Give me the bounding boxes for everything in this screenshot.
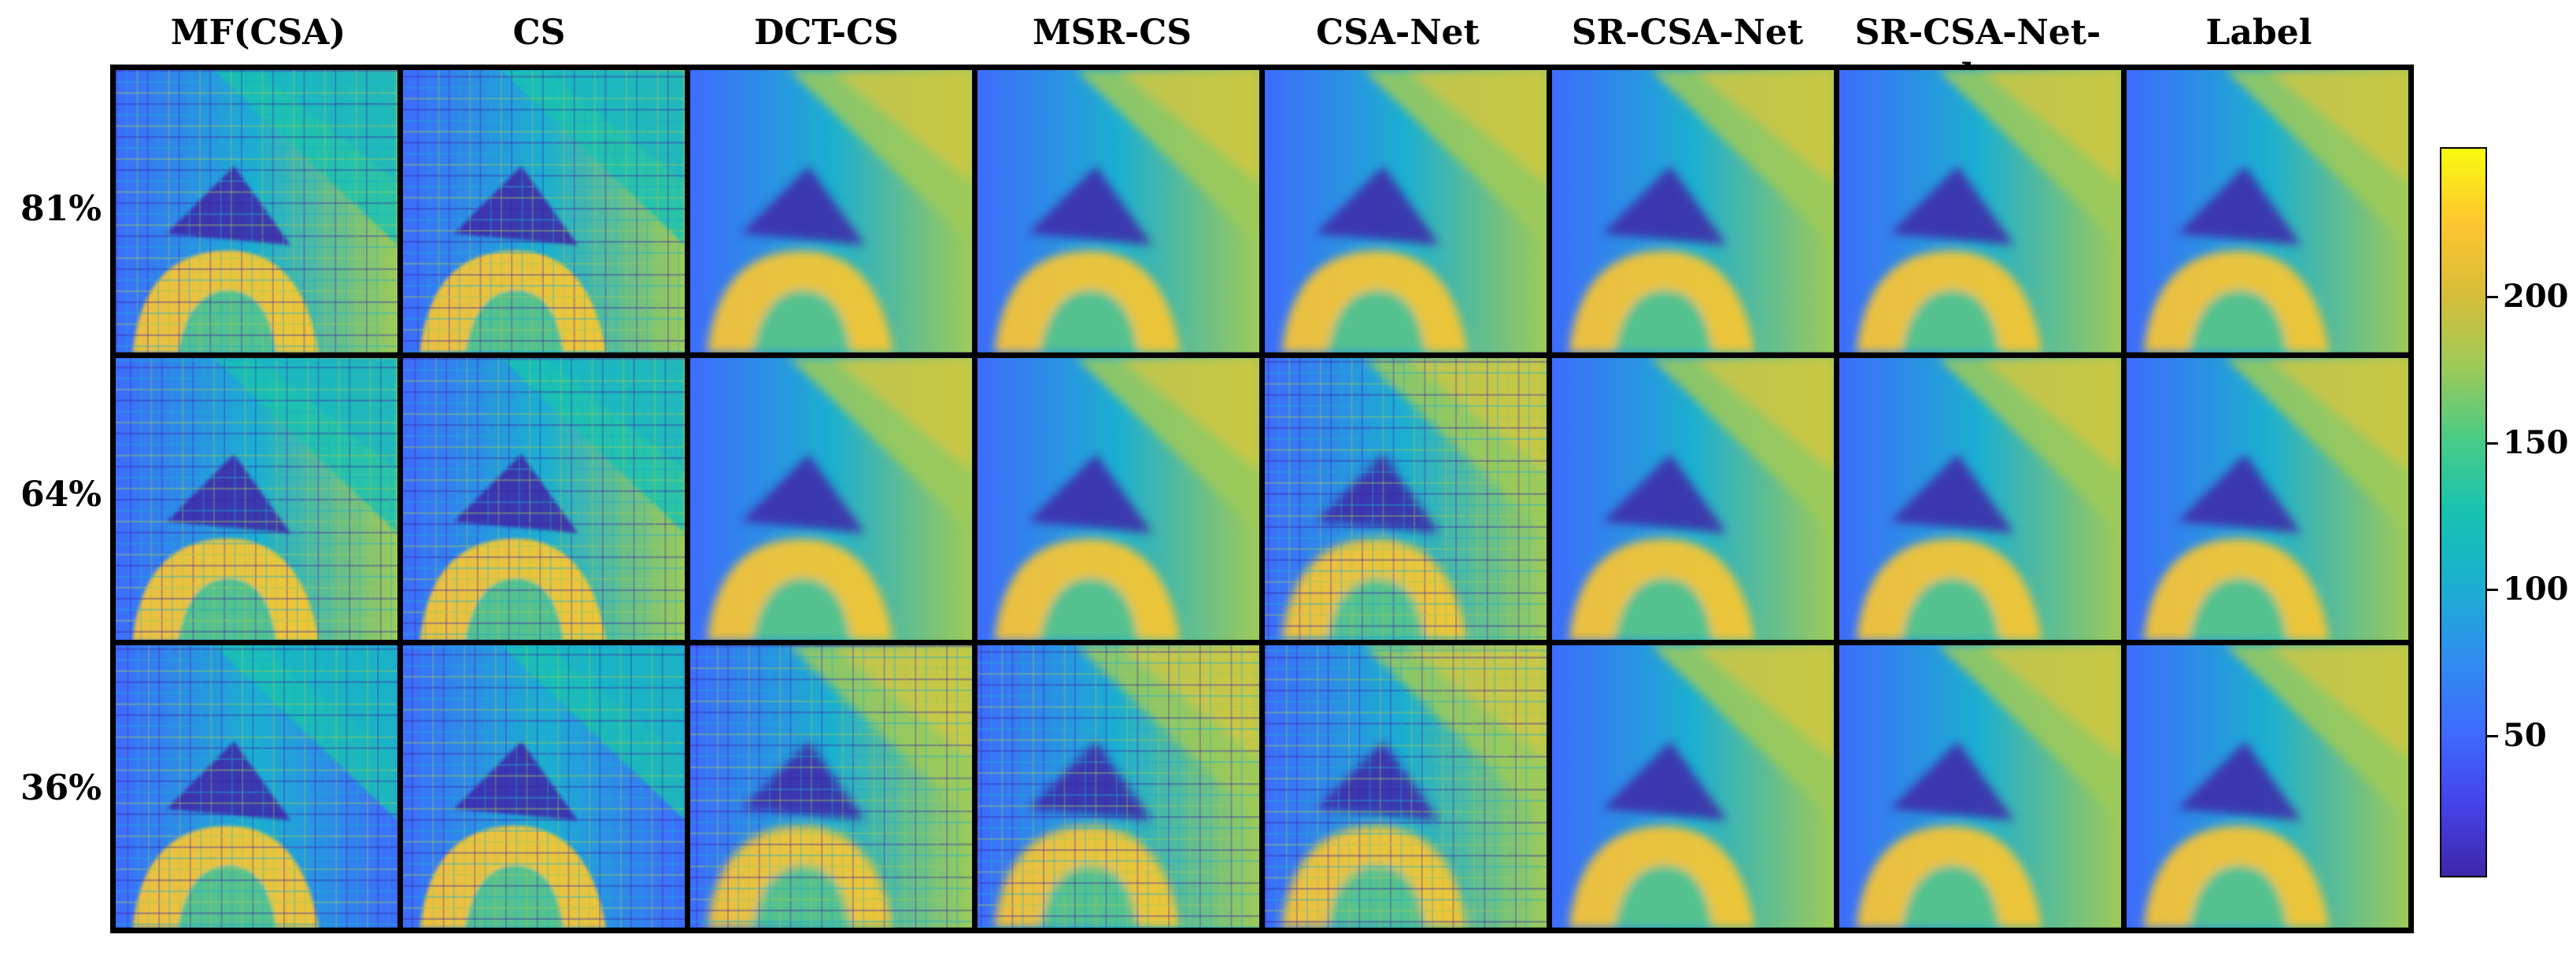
column-header-msr-cs: MSR-CS bbox=[1032, 13, 1192, 53]
image-panel bbox=[403, 70, 685, 353]
image-grid bbox=[110, 65, 2414, 933]
image-panel bbox=[1839, 357, 2121, 641]
image-panel bbox=[690, 357, 972, 641]
colorbar-tick-150 bbox=[2487, 442, 2498, 445]
image-panel bbox=[1839, 70, 2121, 353]
colorbar-tick-200 bbox=[2487, 296, 2498, 298]
image-panel bbox=[2127, 645, 2408, 928]
image-panel bbox=[1265, 70, 1547, 353]
image-panel bbox=[1839, 645, 2121, 928]
image-panel bbox=[690, 70, 972, 353]
image-panel bbox=[1265, 357, 1547, 641]
column-header-label: Label bbox=[2205, 13, 2312, 53]
image-panel bbox=[1552, 357, 1834, 641]
column-header-mf-csa: MF(CSA) bbox=[170, 13, 346, 53]
image-panel bbox=[978, 645, 1259, 928]
colorbar-label-100: 100 bbox=[2503, 571, 2569, 608]
image-panel bbox=[690, 645, 972, 928]
column-header-dct-cs: DCT-CS bbox=[754, 13, 899, 53]
column-header-cs: CS bbox=[512, 13, 566, 53]
image-panel bbox=[1265, 645, 1547, 928]
image-panel bbox=[1552, 70, 1834, 353]
colorbar-label-50: 50 bbox=[2503, 717, 2547, 754]
row-label-64: 64% bbox=[20, 475, 102, 515]
row-label-36: 36% bbox=[20, 768, 102, 808]
image-panel bbox=[403, 645, 685, 928]
image-panel bbox=[978, 357, 1259, 641]
column-header-csa-net: CSA-Net bbox=[1316, 13, 1480, 53]
image-panel bbox=[403, 357, 685, 641]
image-panel bbox=[116, 70, 397, 353]
image-panel bbox=[116, 645, 397, 928]
colorbar bbox=[2440, 147, 2487, 877]
image-panel bbox=[2127, 357, 2408, 641]
image-panel bbox=[2127, 70, 2408, 353]
image-panel bbox=[978, 70, 1259, 353]
colorbar-label-150: 150 bbox=[2503, 424, 2569, 461]
colorbar-tick-100 bbox=[2487, 589, 2498, 591]
image-panel bbox=[116, 357, 397, 641]
row-label-81: 81% bbox=[20, 189, 102, 229]
colorbar-tick-50 bbox=[2487, 735, 2498, 737]
column-header-sr-csa-net-plus: SR-CSA-Net-plus bbox=[1854, 13, 2101, 97]
image-panel bbox=[1552, 645, 1834, 928]
column-header-sr-csa-net: SR-CSA-Net bbox=[1571, 13, 1804, 53]
colorbar-label-200: 200 bbox=[2503, 278, 2569, 315]
